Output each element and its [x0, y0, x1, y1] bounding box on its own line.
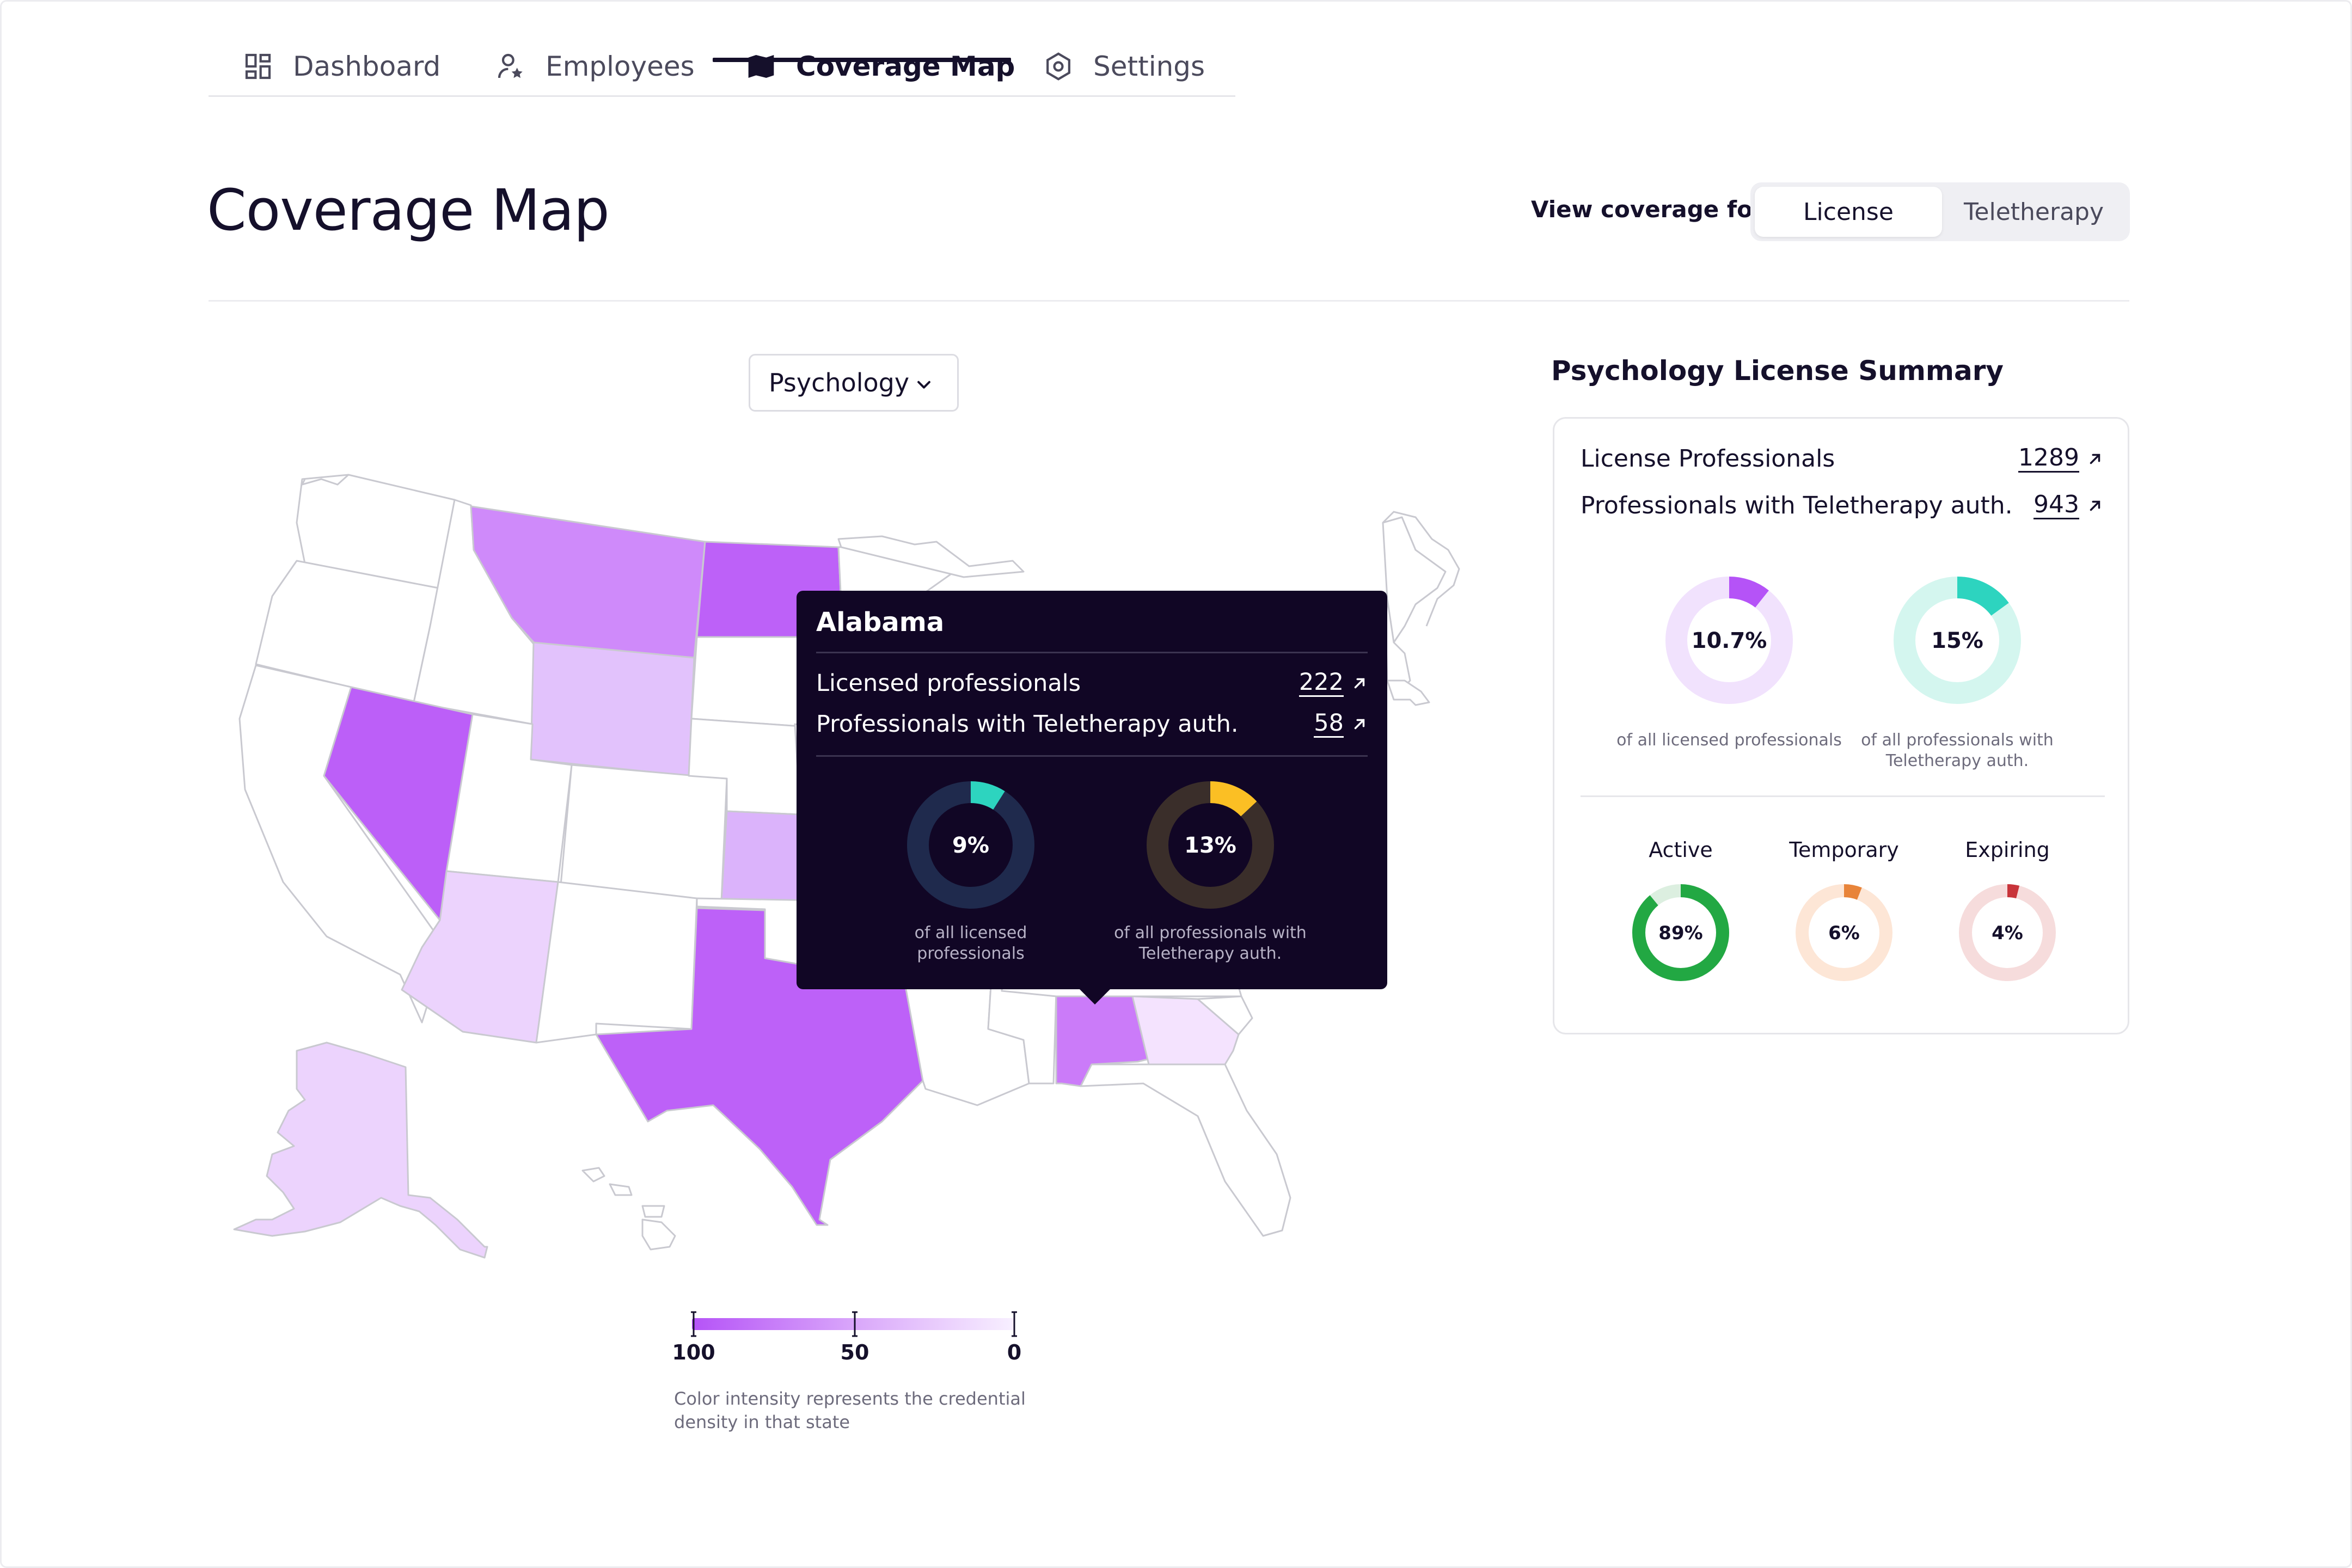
- donut-percent: 4%: [1992, 922, 2023, 944]
- header-divider: [209, 300, 2129, 302]
- user-star-icon: [498, 53, 523, 78]
- profession-dropdown[interactable]: Psychology: [749, 354, 959, 412]
- state-florida[interactable]: [1080, 1063, 1291, 1237]
- legend-tick-max: [691, 1311, 696, 1337]
- tooltip-row-label: Licensed professionals: [816, 670, 1081, 697]
- legend-tick-mid: [852, 1311, 857, 1337]
- summary-row-label: Professionals with Teletherapy auth.: [1581, 492, 2013, 519]
- legend-mid-label: 50: [840, 1340, 869, 1364]
- legend-max-label: 100: [672, 1340, 715, 1364]
- state-south-carolina[interactable]: [1197, 995, 1253, 1036]
- summary-row-label: License Professionals: [1581, 445, 1835, 473]
- tab-settings[interactable]: Settings: [1043, 36, 1205, 97]
- state-new-mexico[interactable]: [535, 881, 698, 1044]
- tooltip-state-name: Alabama: [816, 607, 945, 638]
- summary-teletherapy-link[interactable]: 943: [2033, 491, 2103, 520]
- summary-card: License Professionals 1289 Professionals…: [1553, 417, 2129, 1034]
- page-title: Coverage Map: [207, 177, 610, 243]
- tooltip-divider: [816, 755, 1368, 757]
- summary-title: Psychology License Summary: [1551, 355, 2004, 387]
- tab-label: Coverage Map: [796, 51, 1015, 82]
- tooltip-teletherapy-link[interactable]: 58: [1314, 710, 1368, 738]
- status-label-temporary: Temporary: [1789, 838, 1899, 862]
- toggle-teletherapy[interactable]: Teletherapy: [1964, 198, 2104, 226]
- top-nav-tabs: Dashboard Employees Coverage Map Setting…: [209, 36, 1235, 97]
- tab-employees[interactable]: Employees: [495, 36, 695, 97]
- dropdown-value: Psychology: [769, 368, 910, 397]
- summary-donut-caption: of all professionals with Teletherapy au…: [1861, 731, 2054, 770]
- donut-arc: [1894, 577, 2021, 704]
- state-michigan[interactable]: [837, 535, 1025, 578]
- arrow-up-right-icon: [1354, 719, 1365, 730]
- tooltip-row-value: 222: [1298, 669, 1344, 697]
- density-legend-bar: [692, 1318, 1015, 1330]
- arrow-up-right-icon: [1354, 678, 1365, 689]
- status-donut-active: 89%: [1632, 884, 1729, 981]
- legend-min-label: 0: [1007, 1340, 1022, 1364]
- tooltip-row-teletherapy: Professionals with Teletherapy auth. 58: [816, 710, 1368, 738]
- summary-row-teletherapy: Professionals with Teletherapy auth. 943: [1581, 491, 2103, 520]
- donut-percent: 6%: [1828, 922, 1860, 944]
- tooltip-donut-caption: of all professionals with Teletherapy au…: [1114, 923, 1307, 963]
- summary-row-value: 943: [2033, 491, 2079, 520]
- donut-arc: [1959, 884, 2056, 981]
- view-coverage-label: View coverage for:: [1531, 196, 1773, 223]
- tab-dashboard[interactable]: Dashboard: [243, 36, 440, 97]
- tooltip-divider: [816, 652, 1368, 653]
- summary-divider: [1581, 795, 2105, 797]
- active-tab-indicator: [713, 58, 1011, 62]
- toggle-license[interactable]: License: [1755, 187, 1942, 237]
- donut-arc: [907, 781, 1034, 909]
- summary-donut-licensed: 10.7%: [1665, 577, 1793, 704]
- state-maine[interactable]: [1382, 516, 1447, 644]
- arrow-up-right-icon: [2090, 454, 2100, 464]
- donut-percent: 15%: [1931, 628, 1983, 653]
- tooltip-row-licensed: Licensed professionals 222: [816, 669, 1368, 697]
- summary-donut-caption: of all licensed professionals: [1616, 731, 1842, 750]
- tab-label: Settings: [1093, 51, 1205, 82]
- donut-arc: [1147, 781, 1274, 909]
- legend-tick-min: [1012, 1311, 1017, 1337]
- gear-icon: [1046, 52, 1070, 81]
- tooltip-donut-teletherapy: 13%: [1147, 781, 1274, 909]
- coverage-type-toggle: License Teletherapy: [1750, 182, 2130, 241]
- legend-note: Color intensity represents the credentia…: [674, 1388, 1026, 1433]
- chevron-down-icon: [917, 381, 930, 389]
- donut-percent: 13%: [1184, 833, 1236, 858]
- tab-label: Employees: [546, 51, 695, 82]
- state-tooltip: Alabama Licensed professionals 222 Profe…: [797, 591, 1387, 1004]
- state-alaska[interactable]: [233, 1042, 488, 1259]
- summary-row-licensed: License Professionals 1289: [1581, 444, 2103, 473]
- arrow-up-right-icon: [2090, 500, 2100, 511]
- donut-arc: [1665, 577, 1793, 704]
- state-hawaii[interactable]: [581, 1167, 676, 1251]
- summary-donut-teletherapy: 15%: [1894, 577, 2021, 704]
- dashboard-icon: [245, 53, 271, 79]
- tooltip-donut-licensed: 9%: [907, 781, 1034, 909]
- tooltip-row-label: Professionals with Teletherapy auth.: [816, 710, 1239, 738]
- tooltip-licensed-link[interactable]: 222: [1298, 669, 1368, 697]
- status-donut-expiring: 4%: [1959, 884, 2056, 981]
- donut-arc: [1796, 884, 1892, 981]
- summary-licensed-link[interactable]: 1289: [2018, 444, 2103, 473]
- tooltip-donut-caption: of all licensed professionals: [914, 923, 1027, 963]
- status-label-active: Active: [1649, 838, 1713, 862]
- status-donut-temporary: 6%: [1796, 884, 1892, 981]
- state-massachusetts[interactable]: [1386, 679, 1430, 706]
- status-label-expiring: Expiring: [1965, 838, 2050, 862]
- donut-percent: 89%: [1658, 922, 1702, 944]
- state-wyoming[interactable]: [530, 641, 695, 777]
- summary-row-value: 1289: [2018, 444, 2079, 473]
- state-colorado[interactable]: [560, 764, 728, 902]
- donut-percent: 10.7%: [1692, 628, 1767, 653]
- tooltip-row-value: 58: [1314, 710, 1344, 738]
- tab-label: Dashboard: [293, 51, 441, 82]
- donut-arc: [1632, 884, 1729, 981]
- donut-percent: 9%: [952, 833, 989, 858]
- tab-coverage-map[interactable]: Coverage Map: [746, 36, 1015, 97]
